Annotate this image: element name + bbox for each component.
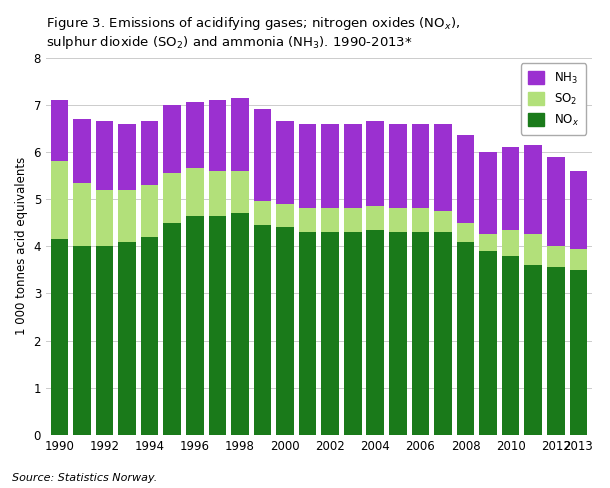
Bar [502, 230, 520, 256]
Bar [118, 242, 136, 435]
Bar [457, 223, 475, 242]
Bar [367, 230, 384, 435]
Text: Source: Statistics Norway.: Source: Statistics Norway. [12, 473, 157, 483]
Bar [434, 123, 452, 211]
Bar [96, 246, 113, 435]
Bar [118, 190, 136, 242]
Bar [96, 121, 113, 190]
Bar [299, 123, 317, 208]
Bar [367, 206, 384, 230]
Bar [525, 265, 542, 435]
Bar [389, 232, 407, 435]
Bar [96, 190, 113, 246]
Bar [389, 208, 407, 232]
Bar [299, 208, 317, 232]
Bar [118, 123, 136, 190]
Bar [51, 239, 68, 435]
Bar [51, 100, 68, 162]
Bar [321, 232, 339, 435]
Bar [186, 102, 204, 168]
Bar [502, 147, 520, 230]
Bar [299, 232, 317, 435]
Bar [209, 171, 226, 216]
Bar [412, 208, 429, 232]
Bar [434, 211, 452, 232]
Bar [570, 248, 587, 270]
Bar [479, 152, 497, 234]
Bar [231, 171, 249, 213]
Bar [209, 216, 226, 435]
Bar [73, 119, 91, 183]
Bar [321, 208, 339, 232]
Bar [141, 237, 159, 435]
Bar [276, 121, 294, 204]
Bar [163, 173, 181, 223]
Bar [73, 183, 91, 246]
Bar [231, 213, 249, 435]
Bar [457, 242, 475, 435]
Bar [141, 121, 159, 185]
Bar [344, 232, 362, 435]
Bar [254, 202, 271, 225]
Bar [502, 256, 520, 435]
Bar [412, 123, 429, 208]
Bar [163, 105, 181, 173]
Bar [547, 157, 564, 246]
Bar [547, 267, 564, 435]
Bar [570, 270, 587, 435]
Bar [479, 251, 497, 435]
Bar [525, 145, 542, 234]
Bar [186, 216, 204, 435]
Bar [186, 168, 204, 216]
Bar [344, 208, 362, 232]
Bar [209, 100, 226, 171]
Bar [51, 162, 68, 239]
Bar [231, 98, 249, 171]
Bar [254, 109, 271, 202]
Bar [412, 232, 429, 435]
Bar [570, 171, 587, 248]
Y-axis label: 1 000 tonnes acid equivalents: 1 000 tonnes acid equivalents [15, 157, 28, 335]
Bar [321, 123, 339, 208]
Bar [276, 227, 294, 435]
Bar [434, 232, 452, 435]
Bar [525, 234, 542, 265]
Bar [367, 121, 384, 206]
Bar [547, 246, 564, 267]
Bar [254, 225, 271, 435]
Bar [457, 135, 475, 223]
Bar [389, 123, 407, 208]
Legend: NH$_3$, SO$_2$, NO$_x$: NH$_3$, SO$_2$, NO$_x$ [521, 63, 586, 135]
Text: Figure 3. Emissions of acidifying gases; nitrogen oxides (NO$_x$),
sulphur dioxi: Figure 3. Emissions of acidifying gases;… [46, 15, 460, 51]
Bar [344, 123, 362, 208]
Bar [276, 204, 294, 227]
Bar [73, 246, 91, 435]
Bar [479, 234, 497, 251]
Bar [163, 223, 181, 435]
Bar [141, 185, 159, 237]
